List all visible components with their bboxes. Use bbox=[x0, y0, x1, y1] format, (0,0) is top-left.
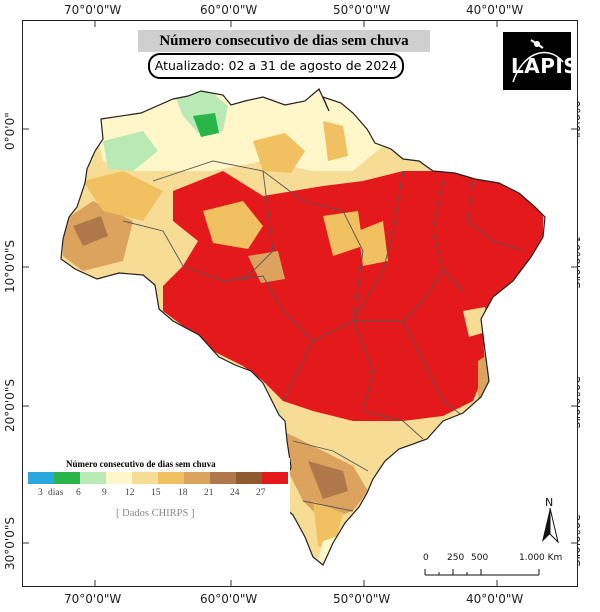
legend-swatch-21 bbox=[184, 472, 210, 484]
longitude-label-70w: 70°0'0"W bbox=[64, 3, 122, 17]
latitude-label-10s: 10°0'0"S bbox=[3, 240, 17, 293]
logo-text: LAPIS bbox=[511, 54, 579, 78]
scale-label-0: 0 bbox=[423, 553, 429, 563]
legend-swatch-12 bbox=[106, 472, 132, 484]
latitude-label-30s: 30°0'0"S bbox=[3, 517, 17, 570]
legend-tick-21: 21 bbox=[204, 488, 214, 498]
legend-swatch-24 bbox=[210, 472, 236, 484]
lapis-logo: LAPIS bbox=[503, 32, 578, 90]
scale-label-500: 500 bbox=[471, 553, 489, 563]
legend-swatch-3 bbox=[28, 472, 54, 484]
legend-color-bar bbox=[28, 472, 288, 484]
longitude-label-40w-bottom: 40°0'0"W bbox=[466, 592, 524, 606]
longitude-label-40w: 40°0'0"W bbox=[466, 3, 524, 17]
legend-swatch-18 bbox=[158, 472, 184, 484]
legend-tick-6: 6 bbox=[76, 488, 81, 498]
scale-bar-ruler bbox=[424, 569, 540, 576]
longitude-label-60w: 60°0'0"W bbox=[200, 3, 258, 17]
north-arrow-shape bbox=[542, 508, 559, 544]
scale-label-250: 250 bbox=[447, 553, 465, 563]
north-label: N bbox=[545, 496, 554, 509]
longitude-label-50w-bottom: 50°0'0"W bbox=[333, 592, 391, 606]
scale-bar: 0 250 500 1.000 Km bbox=[423, 553, 562, 581]
legend-swatch-6 bbox=[54, 472, 80, 484]
map-title: Número consecutivo de dias sem chuva bbox=[138, 30, 430, 52]
satellite-icon bbox=[512, 39, 564, 83]
longitude-label-70w-bottom: 70°0'0"W bbox=[64, 592, 122, 606]
data-source-note: [ Dados CHIRPS ] bbox=[116, 508, 195, 519]
legend-tick-9: 9 bbox=[102, 488, 107, 498]
legend-tick-24: 24 bbox=[230, 488, 240, 498]
updated-date-badge: Atualizado: 02 a 31 de agosto de 2024 bbox=[148, 53, 404, 79]
legend-title: Número consecutivo de dias sem chuva bbox=[66, 459, 216, 469]
map-frame bbox=[22, 20, 578, 587]
legend-swatch-27 bbox=[236, 472, 262, 484]
latitude-label-20s: 20°0'0"S bbox=[3, 379, 17, 432]
longitude-label-60w-bottom: 60°0'0"W bbox=[200, 592, 258, 606]
legend-swatch-15 bbox=[132, 472, 158, 484]
latitude-label-0: 0°0'0" bbox=[3, 112, 17, 150]
legend-tick-27: 27 bbox=[256, 488, 266, 498]
legend-tick-15: 15 bbox=[151, 488, 161, 498]
legend-tick-12: 12 bbox=[125, 488, 135, 498]
north-arrow-icon: N bbox=[540, 496, 562, 546]
longitude-label-50w: 50°0'0"W bbox=[333, 3, 391, 17]
legend-swatch-max bbox=[262, 472, 288, 484]
legend-swatch-9 bbox=[80, 472, 106, 484]
legend: Número consecutivo de dias sem chuva 3 d… bbox=[28, 458, 290, 524]
scale-label-1000: 1.000 Km bbox=[519, 553, 563, 563]
legend-tick-unit: dias bbox=[48, 488, 64, 498]
legend-tick-18: 18 bbox=[178, 488, 188, 498]
legend-tick-3: 3 bbox=[38, 488, 43, 498]
